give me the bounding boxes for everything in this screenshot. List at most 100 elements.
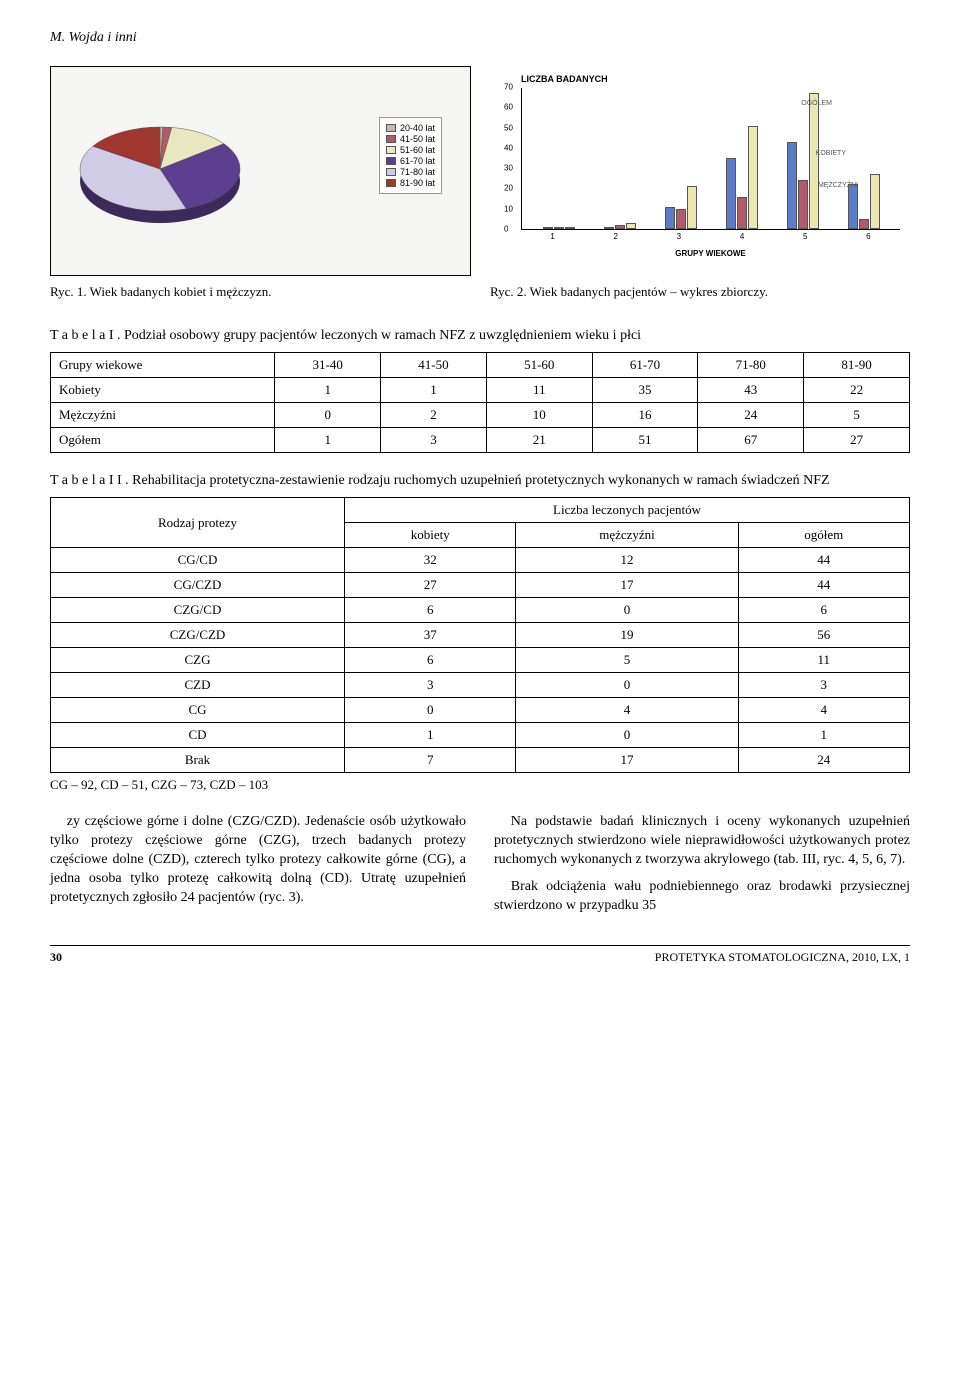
table2-cell: 37 [345,623,516,648]
fig2-caption: Ryc. 2. Wiek badanych pacjentów – wykres… [490,284,910,300]
bar-kobiety [604,227,614,229]
table2-cell: 0 [516,673,738,698]
table2-cell: CD [51,723,345,748]
table1-cell: 11 [486,378,592,403]
table2-cell: CZG/CZD [51,623,345,648]
table2-cell: 6 [345,648,516,673]
x-tick: 4 [740,232,744,241]
bar-mezczyzni [554,227,564,229]
bar-group [543,227,575,229]
legend-item: 81-90 lat [386,178,435,188]
pie-chart [65,97,265,247]
table1-cell: 67 [698,428,804,453]
table1-header-cell: 41-50 [381,353,487,378]
legend-item: 61-70 lat [386,156,435,166]
table2-cell: 1 [738,723,909,748]
body-right: Na podstawie badań klinicznych i oceny w… [494,813,910,915]
table1-cell: Mężczyźni [51,403,275,428]
page-number: 30 [50,950,62,965]
table1: Grupy wiekowe31-4041-5051-6061-7071-8081… [50,352,910,453]
table-row: CD101 [51,723,910,748]
table2-cell: 4 [516,698,738,723]
table2-cell: 5 [516,648,738,673]
bar-group [726,126,758,229]
table2-cell: CZG [51,648,345,673]
table2-sub-header: kobiety [345,523,516,548]
table2-cell: 3 [738,673,909,698]
table1-cell: Kobiety [51,378,275,403]
y-tick: 20 [504,184,513,193]
bar-kobiety [543,227,553,229]
table2-cell: CZG/CD [51,598,345,623]
figure-captions: Ryc. 1. Wiek badanych kobiet i mężczyzn.… [50,284,910,300]
pie-legend: 20-40 lat41-50 lat51-60 lat61-70 lat71-8… [379,117,442,194]
table2-cell: 0 [345,698,516,723]
table1-cell: 16 [592,403,698,428]
journal-ref: PROTETYKA STOMATOLOGICZNA, 2010, LX, 1 [655,950,910,965]
table2-cell: 44 [738,548,909,573]
table1-cell: 43 [698,378,804,403]
table1-cell: 21 [486,428,592,453]
table2-cell: 24 [738,748,909,773]
table2-cell: 44 [738,573,909,598]
table-row: Kobiety1111354322 [51,378,910,403]
table2-cell: 3 [345,673,516,698]
bar-ogolem [565,227,575,229]
y-tick: 50 [504,123,513,132]
body-columns: zy częściowe górne i dolne (CZG/CZD). Je… [50,813,910,915]
table-row: CZG/CD606 [51,598,910,623]
table2-title: T a b e l a I I . Rehabilitacja protetyc… [50,473,910,489]
table2-cell: 7 [345,748,516,773]
bar-kobiety [665,207,675,229]
table2-cell: 12 [516,548,738,573]
table2-cell: 0 [516,598,738,623]
table2-cell: 11 [738,648,909,673]
y-tick: 0 [504,225,508,234]
bar-group [787,93,819,229]
series-label-kobiety: KOBIETY [816,150,846,157]
table1-cell: 1 [381,378,487,403]
table2-sub-header: ogółem [738,523,909,548]
table-row: CZG/CZD371956 [51,623,910,648]
y-tick: 40 [504,143,513,152]
table-row: CG/CD321244 [51,548,910,573]
y-tick: 30 [504,164,513,173]
table1-header-cell: Grupy wiekowe [51,353,275,378]
table-row: Brak71724 [51,748,910,773]
bar-y-title: LICZBA BADANYCH [521,74,900,84]
bar-group [604,223,636,229]
table1-cell: 3 [381,428,487,453]
y-tick: 60 [504,103,513,112]
bar-ogolem [809,93,819,229]
table1-cell: 1 [275,428,381,453]
x-tick: 2 [614,232,618,241]
bar-ogolem [626,223,636,229]
figures-row: 20-40 lat41-50 lat51-60 lat61-70 lat71-8… [50,66,910,276]
author-header: M. Wojda i inni [50,30,910,46]
fig1-caption: Ryc. 1. Wiek badanych kobiet i mężczyzn. [50,284,470,300]
bar-kobiety [848,184,858,229]
table-row: CZG6511 [51,648,910,673]
bar-group [665,186,697,229]
legend-item: 71-80 lat [386,167,435,177]
body-paragraph: zy częściowe górne i dolne (CZG/CZD). Je… [50,813,466,907]
bar-x-ticks: 123456 [521,232,900,241]
body-left: zy częściowe górne i dolne (CZG/CZD). Je… [50,813,466,915]
table-row: CG044 [51,698,910,723]
pie-chart-panel: 20-40 lat41-50 lat51-60 lat61-70 lat71-8… [50,66,471,276]
table1-header-cell: 81-90 [804,353,910,378]
bar-ogolem [687,186,697,229]
table2-cell: 19 [516,623,738,648]
table-row: CG/CZD271744 [51,573,910,598]
table1-cell: 0 [275,403,381,428]
legend-item: 41-50 lat [386,134,435,144]
table1-cell: 5 [804,403,910,428]
table2-cell: 6 [345,598,516,623]
table1-header-cell: 71-80 [698,353,804,378]
x-tick: 5 [803,232,807,241]
table1-title: T a b e l a I . Podział osobowy grupy pa… [50,328,910,344]
table2-cell: Brak [51,748,345,773]
table1-cell: 1 [275,378,381,403]
table1-cell: 35 [592,378,698,403]
table2-corner: Rodzaj protezy [51,498,345,548]
